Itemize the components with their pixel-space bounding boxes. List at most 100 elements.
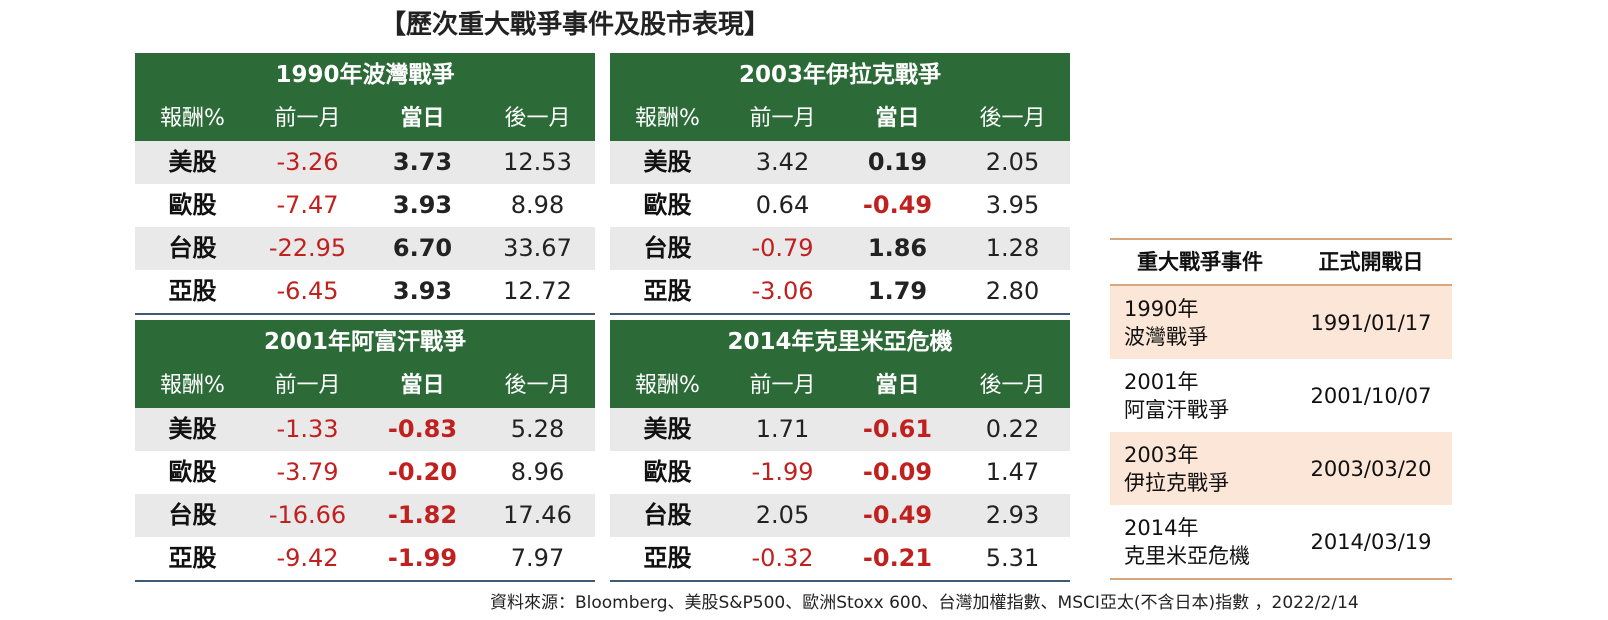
value-same-day: -0.20 [387, 458, 458, 486]
value-month-before: -22.95 [268, 234, 347, 262]
value-same-day: -0.21 [862, 544, 933, 572]
value-same-day: 0.19 [867, 148, 928, 176]
table-row: 亞股 -6.45 3.93 12.72 [135, 270, 595, 313]
panel-title: 2001年阿富汗戰爭 [263, 329, 466, 355]
column-header-row: 報酬% 前一月 當日 後一月 [135, 97, 595, 141]
column-header-row: 報酬% 前一月 當日 後一月 [135, 364, 595, 408]
column-header-month-before: 前一月 [749, 373, 816, 398]
column-header-row: 報酬% 前一月 當日 後一月 [610, 364, 1070, 408]
value-month-after: 1.47 [985, 458, 1040, 486]
market-label: 台股 [168, 501, 217, 529]
market-label: 歐股 [643, 458, 692, 486]
panel-title: 2003年伊拉克戰爭 [738, 62, 941, 88]
event-year: 2001年 [1124, 369, 1199, 394]
value-month-before: -1.99 [751, 458, 814, 486]
panel-body: 美股 3.42 0.19 2.05 歐股 0.64 -0.49 3.95 台股 -0.79 1.86… [610, 141, 1070, 315]
table-row: 歐股 -3.79 -0.20 8.96 [135, 451, 595, 494]
event-name: 克里米亞危機 [1124, 543, 1250, 568]
market-label: 亞股 [168, 277, 217, 305]
value-month-after: 8.96 [510, 458, 565, 486]
table-row: 亞股 -9.42 -1.99 7.97 [135, 537, 595, 580]
column-header-same-day: 當日 [875, 106, 920, 131]
value-month-after: 33.67 [503, 234, 572, 262]
market-label: 亞股 [643, 544, 692, 572]
event-name: 波灣戰爭 [1124, 324, 1208, 349]
value-month-after: 12.72 [503, 277, 572, 305]
event-cell: 2003年 伊拉克戰爭 [1110, 441, 1290, 497]
market-label: 台股 [643, 234, 692, 262]
dates-header-row: 重大戰爭事件 正式開戰日 [1110, 240, 1452, 286]
value-same-day: -0.83 [387, 415, 458, 443]
value-month-after: 2.93 [985, 501, 1040, 529]
event-year: 2003年 [1124, 442, 1199, 467]
value-month-after: 3.95 [985, 191, 1040, 219]
column-header-row: 報酬% 前一月 當日 後一月 [610, 97, 1070, 141]
market-label: 台股 [643, 501, 692, 529]
value-month-before: 3.42 [755, 148, 810, 176]
table-row: 美股 -1.33 -0.83 5.28 [135, 408, 595, 451]
value-same-day: -0.49 [862, 191, 933, 219]
column-header-month-after: 後一月 [979, 373, 1046, 398]
value-same-day: 3.73 [392, 148, 453, 176]
column-header-return: 報酬% [160, 106, 225, 131]
page-title: 【歷次重大戰爭事件及股市表現】 [380, 10, 771, 40]
market-label: 美股 [643, 415, 692, 443]
value-month-before: 1.71 [755, 415, 810, 443]
dates-row: 2003年 伊拉克戰爭 2003/03/20 [1110, 432, 1452, 505]
value-same-day: 1.79 [867, 277, 928, 305]
start-date: 2003/03/20 [1310, 456, 1432, 481]
value-same-day: -0.61 [862, 415, 933, 443]
event-year: 1990年 [1124, 296, 1199, 321]
table-row: 亞股 -0.32 -0.21 5.31 [610, 537, 1070, 580]
column-header-return: 報酬% [160, 373, 225, 398]
market-label: 台股 [168, 234, 217, 262]
table-row: 台股 -22.95 6.70 33.67 [135, 227, 595, 270]
event-cell: 2014年克里米亞危機 [1110, 514, 1290, 570]
source-note: 資料來源：Bloomberg、美股S&P500、歐洲Stoxx 600、台灣加權… [490, 593, 1359, 613]
start-date: 2001/10/07 [1310, 383, 1432, 408]
market-label: 歐股 [168, 458, 217, 486]
war-start-dates-table: 重大戰爭事件 正式開戰日 1990年波灣戰爭 1991/01/17 2001年阿富汗… [1110, 238, 1452, 580]
value-month-after: 5.31 [985, 544, 1040, 572]
dates-row: 2001年阿富汗戰爭 2001/10/07 [1110, 359, 1452, 432]
event-name: 阿富汗戰爭 [1124, 397, 1229, 422]
panel-header: 2014年克里米亞危機 報酬% 前一月 當日 後一月 [610, 320, 1070, 408]
value-same-day: -0.49 [862, 501, 933, 529]
value-month-before: -0.32 [751, 544, 814, 572]
event-cell: 1990年波灣戰爭 [1110, 295, 1290, 351]
value-same-day: -0.09 [862, 458, 933, 486]
column-header-month-after: 後一月 [979, 106, 1046, 131]
value-month-before: -7.47 [276, 191, 339, 219]
value-same-day: -1.82 [387, 501, 458, 529]
value-month-after: 2.05 [985, 148, 1040, 176]
column-header-month-before: 前一月 [749, 106, 816, 131]
table-row: 美股 3.42 0.19 2.05 [610, 141, 1070, 184]
panel-header: 2003年伊拉克戰爭 報酬% 前一月 當日 後一月 [610, 53, 1070, 141]
value-month-before: 2.05 [755, 501, 810, 529]
value-month-after: 0.22 [985, 415, 1040, 443]
dates-row: 2014年 克里米亞危機 2014/03/19 [1110, 505, 1452, 578]
panel-title: 2014年克里米亞危機 [727, 329, 953, 355]
market-label: 歐股 [643, 191, 692, 219]
panel-header: 1990年波灣戰爭 報酬% 前一月 當日 後一月 [135, 53, 595, 141]
dates-row: 1990年波灣戰爭 1991/01/17 [1110, 286, 1452, 359]
panel-header: 2001年阿富汗戰爭 報酬% 前一月 當日 後一月 [135, 320, 595, 408]
start-date: 1991/01/17 [1310, 310, 1432, 335]
table-row: 亞股 -3.06 1.79 2.80 [610, 270, 1070, 313]
event-cell: 2001年阿富汗戰爭 [1110, 368, 1290, 424]
value-month-before: -3.26 [276, 148, 339, 176]
table-row: 歐股 -1.99 -0.09 1.47 [610, 451, 1070, 494]
dates-header-date: 正式開戰日 [1318, 250, 1424, 274]
value-month-before: -1.33 [276, 415, 339, 443]
event-year: 2014年 [1124, 515, 1199, 540]
panel-body: 美股 -3.26 3.73 12.53 歐股 -7.47 3.93 8.98 台股 -22.95 6… [135, 141, 595, 315]
value-month-after: 5.28 [510, 415, 565, 443]
table-row: 美股 1.71 -0.61 0.22 [610, 408, 1070, 451]
panel-title: 1990年波灣戰爭 [275, 62, 455, 88]
column-header-month-before: 前一月 [274, 106, 341, 131]
value-same-day: 3.93 [392, 191, 453, 219]
value-same-day: -1.99 [387, 544, 458, 572]
value-same-day: 1.86 [867, 234, 928, 262]
value-month-after: 7.97 [510, 544, 565, 572]
panel-1990-gulf-war: 1990年波灣戰爭 報酬% 前一月 當日 後一月 美股 -3.26 3.73 12.5… [135, 53, 595, 315]
